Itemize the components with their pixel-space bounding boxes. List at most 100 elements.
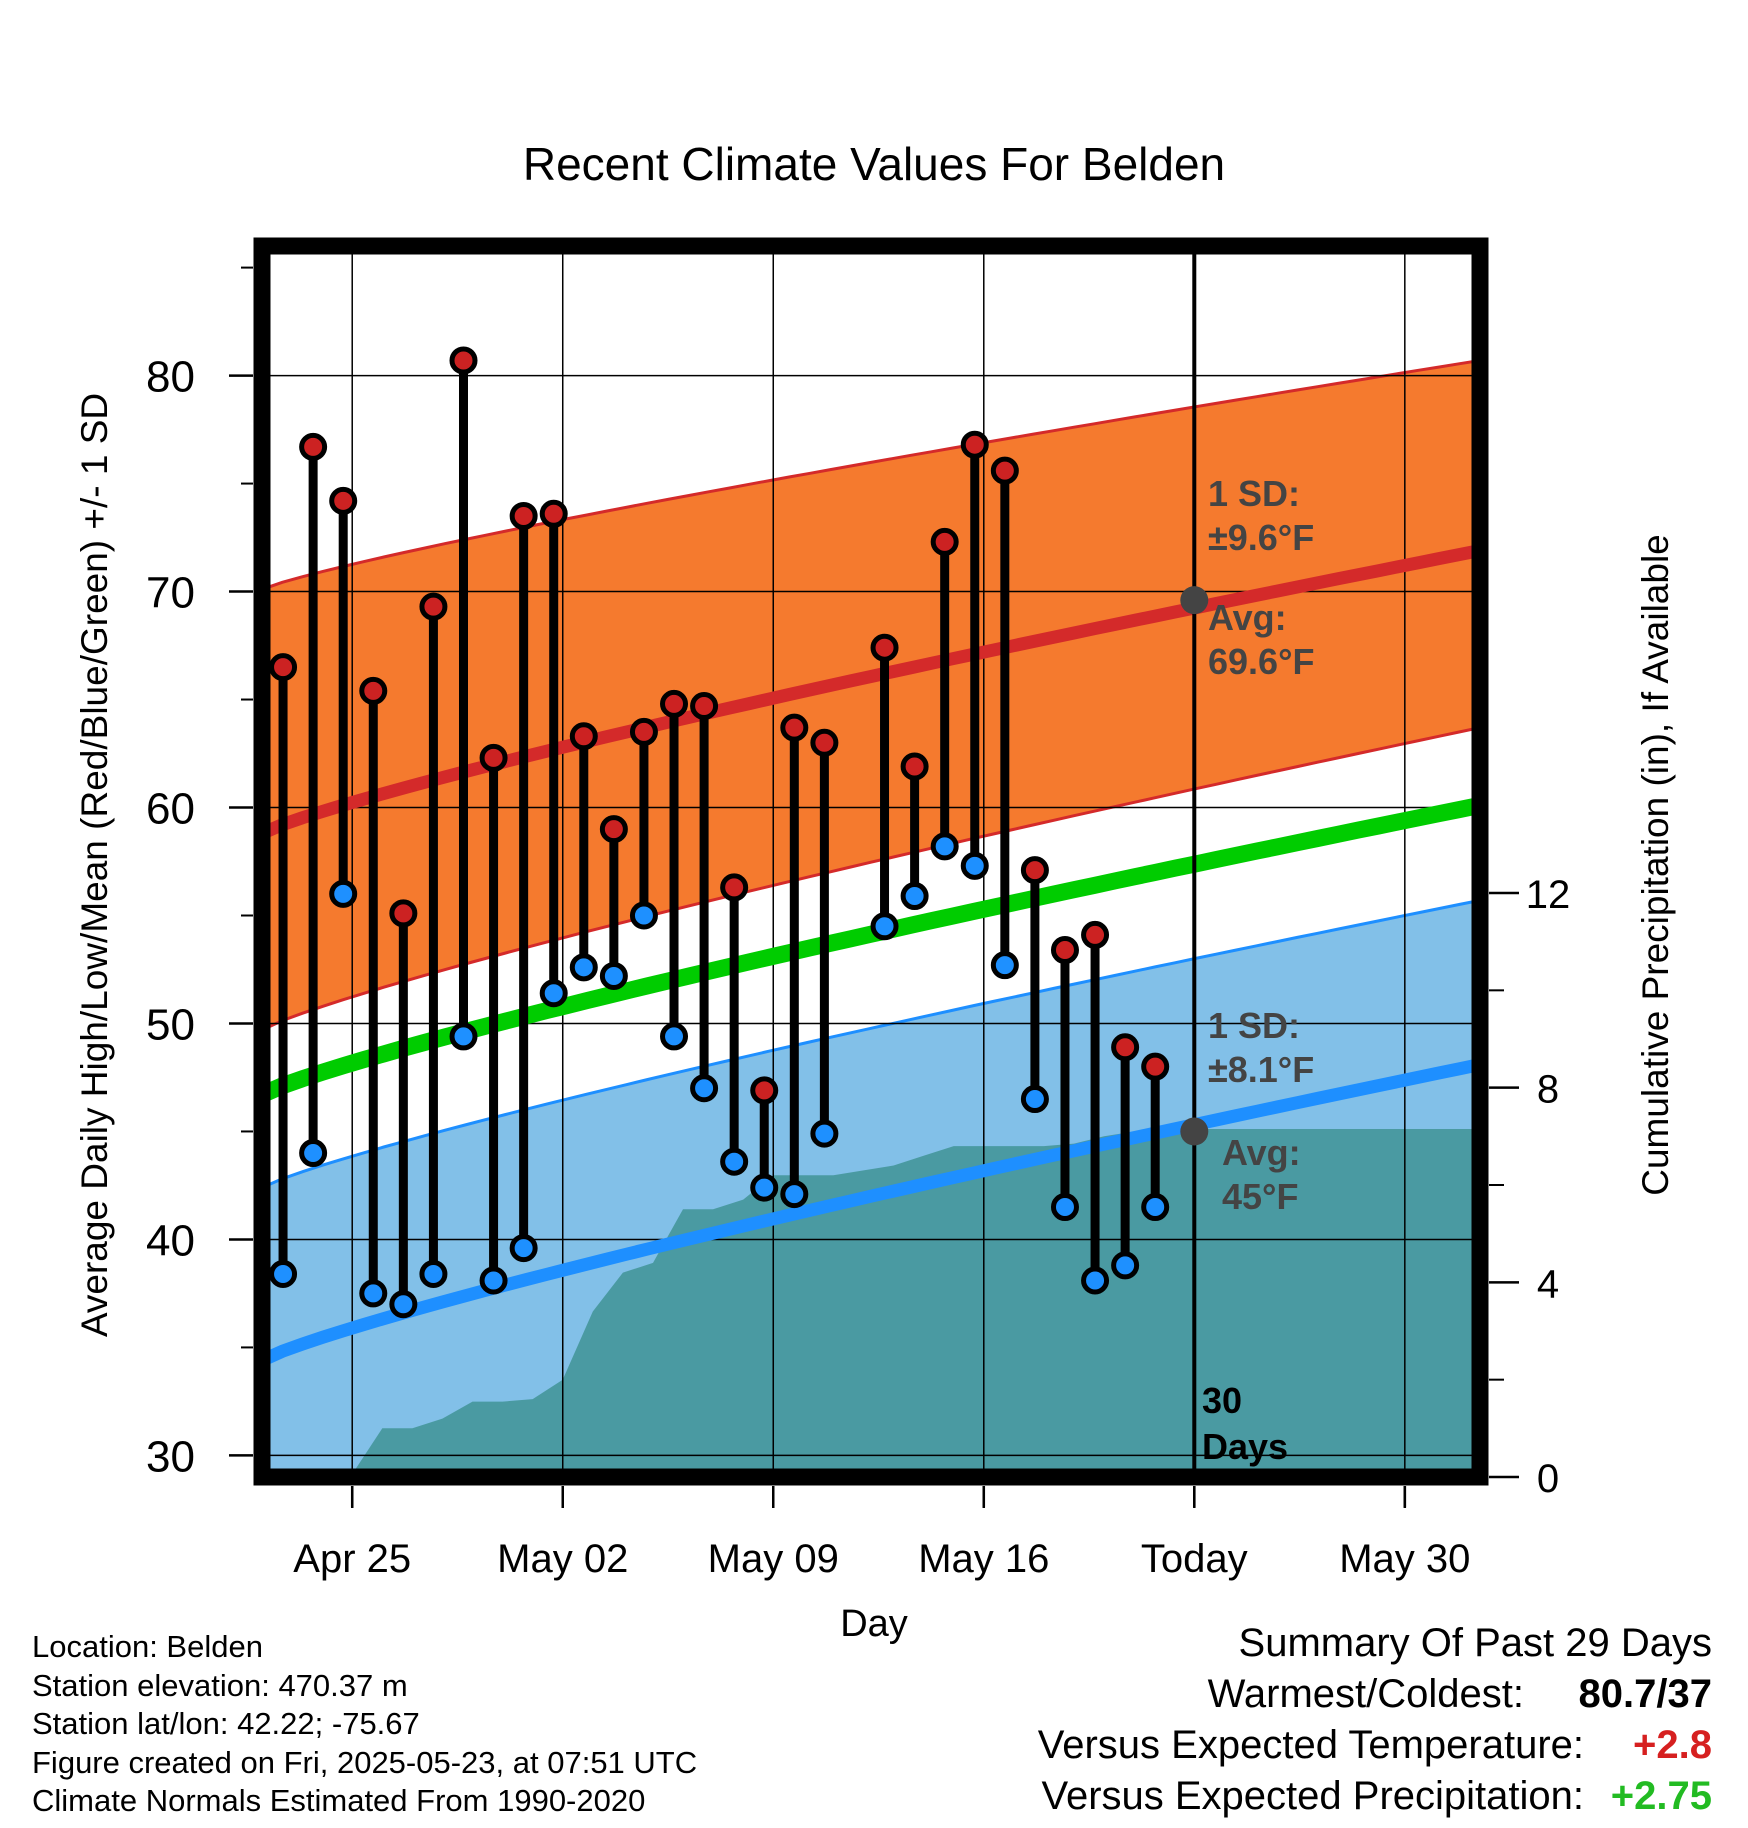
low-point xyxy=(720,1147,749,1176)
low-point xyxy=(509,1234,538,1263)
high-avg-annotation: Avg: 69.6°F xyxy=(1208,597,1314,682)
low-point xyxy=(299,1139,328,1168)
station-info: Location: Belden Station elevation: 470.… xyxy=(32,1628,792,1821)
high-point xyxy=(1111,1033,1140,1062)
high-point xyxy=(449,346,478,375)
high-point xyxy=(1050,936,1079,965)
y-tick-label: 80 xyxy=(146,353,195,402)
latlon-text: Station lat/lon: 42.22; -75.67 xyxy=(32,1706,420,1741)
high-point xyxy=(329,486,358,515)
created-text: Figure created on Fri, 2025-05-23, at 07… xyxy=(32,1744,698,1780)
high-point xyxy=(750,1076,779,1105)
low-point xyxy=(1141,1193,1170,1222)
high-point xyxy=(780,713,809,742)
chart-title: Recent Climate Values For Belden xyxy=(523,138,1225,190)
precip-value: +2.75 xyxy=(1610,1774,1712,1818)
y-tick-label: 40 xyxy=(146,1216,195,1265)
y-tick-label: 60 xyxy=(146,785,195,834)
summary-title: Summary Of Past 29 Days xyxy=(1238,1621,1712,1665)
high-point xyxy=(479,743,508,772)
high-point xyxy=(720,873,749,902)
y2-tick-label: 4 xyxy=(1537,1262,1559,1306)
y2-tick-label: 12 xyxy=(1526,873,1571,917)
today-low-avg-marker xyxy=(1180,1117,1209,1146)
high-sd-band xyxy=(262,360,1480,1030)
avg-low-line xyxy=(262,1058,1480,1367)
precip-row: Versus Expected Precipitation: +2.75 xyxy=(812,1771,1712,1822)
x-tick-label: May 16 xyxy=(918,1537,1049,1581)
plot-area: 1 SD: ±9.6°F Avg: 69.6°F 1 SD: ±8.1°F Avg: 45°F… xyxy=(146,237,1571,1581)
low-point xyxy=(599,961,628,990)
low-point xyxy=(629,901,658,930)
high-point xyxy=(419,592,448,621)
precip-label: Versus Expected Precipitation: xyxy=(1041,1774,1584,1818)
x-tick-label: Apr 25 xyxy=(293,1537,411,1581)
high-point xyxy=(299,432,328,461)
low-point xyxy=(960,851,989,880)
low-point xyxy=(479,1266,508,1295)
y2-tick-label: 0 xyxy=(1537,1457,1559,1501)
high-point xyxy=(690,692,719,721)
high-point xyxy=(660,689,689,718)
warm-cold-value: 80.7/37 xyxy=(1578,1672,1712,1716)
high-point xyxy=(509,501,538,530)
high-point xyxy=(1081,920,1110,949)
elevation-text: Station elevation: 470.37 m xyxy=(32,1667,408,1703)
warm-cold-label: Warmest/Coldest: xyxy=(1207,1672,1524,1716)
low-point xyxy=(990,951,1019,980)
high-point xyxy=(269,653,298,682)
low-point xyxy=(269,1259,298,1288)
y-tick-label: 30 xyxy=(146,1432,195,1481)
temp-label: Versus Expected Temperature: xyxy=(1037,1723,1584,1767)
low-point xyxy=(359,1279,388,1308)
low-point xyxy=(1020,1085,1049,1114)
low-point xyxy=(1081,1266,1110,1295)
low-point xyxy=(900,882,929,911)
high-point xyxy=(359,676,388,705)
y-tick-label: 70 xyxy=(146,569,195,618)
high-point xyxy=(389,899,418,928)
high-point xyxy=(599,815,628,844)
low-point xyxy=(690,1074,719,1103)
high-point xyxy=(870,633,899,662)
low-point xyxy=(780,1180,809,1209)
low-point xyxy=(389,1290,418,1319)
low-point xyxy=(539,979,568,1008)
high-point xyxy=(810,728,839,757)
temp-value: +2.8 xyxy=(1633,1723,1712,1767)
precip-area xyxy=(262,1129,1480,1477)
today-days-label: 30 Days xyxy=(1202,1380,1288,1467)
normals-text: Climate Normals Estimated From 1990-2020 xyxy=(32,1783,646,1818)
x-tick-label: May 30 xyxy=(1339,1537,1470,1581)
y-axis-label: Average Daily High/Low/Mean (Red/Blue/Gr… xyxy=(74,393,115,1337)
high-point xyxy=(960,430,989,459)
high-point xyxy=(1141,1052,1170,1081)
low-avg-annotation: Avg: 45°F xyxy=(1222,1132,1301,1217)
y2-axis-label: Cumulative Precipitation (in), If Availa… xyxy=(1635,534,1676,1196)
low-point xyxy=(419,1259,448,1288)
low-point xyxy=(810,1119,839,1148)
low-point xyxy=(569,953,598,982)
low-point xyxy=(1050,1193,1079,1222)
high-point xyxy=(900,752,929,781)
x-tick-label: May 09 xyxy=(708,1537,839,1581)
low-point xyxy=(660,1022,689,1051)
plot-frame xyxy=(253,237,1489,1486)
low-point xyxy=(870,912,899,941)
today-high-avg-marker xyxy=(1180,586,1209,615)
low-point xyxy=(1111,1251,1140,1280)
high-point xyxy=(930,527,959,556)
temp-row: Versus Expected Temperature: +2.8 xyxy=(812,1720,1712,1771)
x-axis-label: Day xyxy=(840,1603,908,1645)
location-text: Location: Belden xyxy=(32,1629,263,1664)
low-sd-annotation: 1 SD: ±8.1°F xyxy=(1208,1005,1314,1090)
high-point xyxy=(990,456,1019,485)
x-tick-label: Today xyxy=(1141,1537,1248,1581)
high-sd-annotation: 1 SD: ±9.6°F xyxy=(1208,473,1314,558)
low-point xyxy=(750,1173,779,1202)
y2-tick-label: 8 xyxy=(1537,1068,1559,1112)
y-tick-label: 50 xyxy=(146,1000,195,1049)
high-point xyxy=(629,717,658,746)
high-point xyxy=(539,499,568,528)
